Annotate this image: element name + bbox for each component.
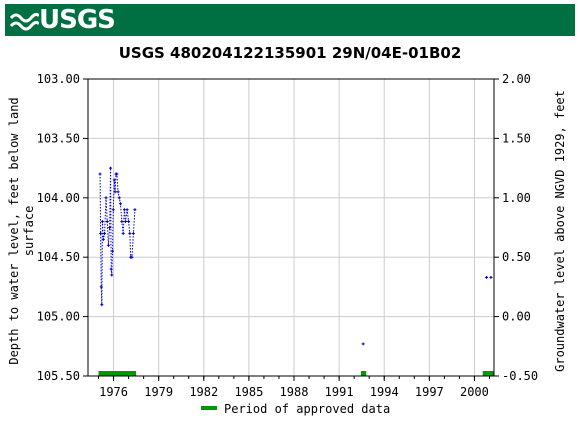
approved-period-bars <box>98 371 494 376</box>
right-tick-label: 0.50 <box>502 250 531 264</box>
right-tick-label: 1.50 <box>502 131 531 145</box>
data-series <box>98 166 493 346</box>
x-tick-label: 1976 <box>99 385 128 399</box>
legend-swatch <box>201 406 217 410</box>
left-tick-label: 103.00 <box>37 72 80 86</box>
approved-period-bar <box>360 371 367 376</box>
usgs-wave-logo-icon <box>9 12 39 31</box>
right-y-axis-ticks: 2.00 1.50 1.00 0.50 0.00 -0.50 <box>494 72 538 383</box>
x-tick-label: 1979 <box>144 385 173 399</box>
right-tick-label: -0.50 <box>502 369 538 383</box>
right-tick-label: 2.00 <box>502 72 531 86</box>
x-tick-label: 1985 <box>234 385 263 399</box>
right-tick-label: 0.00 <box>502 310 531 324</box>
plot-area <box>88 79 494 376</box>
right-tick-label: 1.00 <box>502 191 531 205</box>
legend-label: Period of approved data <box>224 402 390 416</box>
x-tick-label: 1982 <box>189 385 218 399</box>
usgs-logo-text: USGS <box>39 5 116 35</box>
left-tick-label: 105.00 <box>37 310 80 324</box>
plot-frame <box>87 78 495 377</box>
left-tick-label: 103.50 <box>37 131 80 145</box>
x-tick-label: 1997 <box>415 385 444 399</box>
left-tick-label: 104.50 <box>37 250 80 264</box>
series-line <box>99 168 136 305</box>
x-tick-label: 2000 <box>460 385 489 399</box>
left-axis-label-line2: surface <box>22 206 36 257</box>
x-tick-label: 1991 <box>325 385 354 399</box>
approved-period-bar <box>482 371 494 376</box>
approved-period-bar <box>98 371 137 376</box>
left-tick-label: 104.00 <box>37 191 80 205</box>
x-axis-ticks: 1976 1979 1982 1985 1988 1991 1994 1997 2000 <box>98 376 490 399</box>
x-tick-label: 1988 <box>280 385 309 399</box>
left-tick-label: 105.50 <box>37 369 80 383</box>
left-y-axis-ticks: 103.00 103.50 104.00 104.50 105.00 105.50 <box>37 72 88 383</box>
usgs-header-banner: USGS <box>5 4 575 36</box>
right-axis-label: Groundwater level above NGVD 1929, feet <box>553 90 567 372</box>
left-axis-label-line1: Depth to water level, feet below land <box>7 97 21 364</box>
x-tick-label: 1994 <box>370 385 399 399</box>
chart-title: USGS 480204122135901 29N/04E-01B02 <box>119 44 462 62</box>
